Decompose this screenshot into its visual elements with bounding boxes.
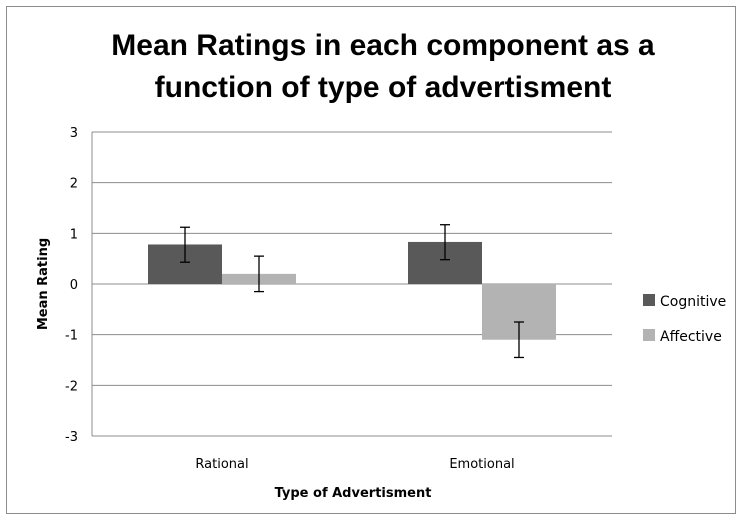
error-bars — [180, 224, 524, 359]
chart-title-line-2: function of type of advertisment — [155, 71, 612, 104]
legend-swatch-affective — [643, 329, 655, 341]
legend: Cognitive Affective — [643, 294, 726, 345]
legend-swatch-cognitive — [643, 294, 655, 306]
x-tick-label-rational: Rational — [195, 457, 248, 472]
x-tick-label-emotional: Emotional — [449, 457, 514, 472]
y-tick-label: 2 — [70, 177, 78, 192]
chart-title-line-1: Mean Ratings in each component as a — [111, 29, 655, 62]
y-tick-label: -3 — [65, 430, 78, 445]
legend-label-affective: Affective — [660, 329, 722, 345]
y-tick-label: 3 — [70, 126, 78, 141]
bars — [148, 241, 556, 340]
x-tick-labels: Rational Emotional — [195, 457, 514, 472]
chart-frame — [6, 6, 736, 514]
y-tick-labels: 3 2 1 0 -1 -2 -3 — [65, 126, 78, 445]
gridlines — [92, 131, 612, 437]
legend-label-cognitive: Cognitive — [660, 294, 726, 310]
x-axis-title: Type of Advertisment — [275, 486, 432, 501]
y-tick-label: 0 — [70, 278, 78, 293]
y-axis-title: Mean Rating — [36, 238, 51, 330]
y-tick-label: -2 — [65, 379, 78, 394]
y-tick-label: 1 — [70, 227, 78, 242]
y-tick-label: -1 — [65, 329, 78, 344]
